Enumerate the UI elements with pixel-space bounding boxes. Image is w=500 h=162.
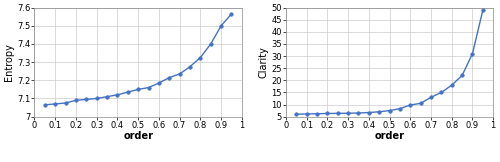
Y-axis label: Entropy: Entropy bbox=[4, 43, 14, 81]
X-axis label: order: order bbox=[123, 131, 153, 141]
Y-axis label: Clarity: Clarity bbox=[258, 46, 268, 78]
X-axis label: order: order bbox=[374, 131, 404, 141]
